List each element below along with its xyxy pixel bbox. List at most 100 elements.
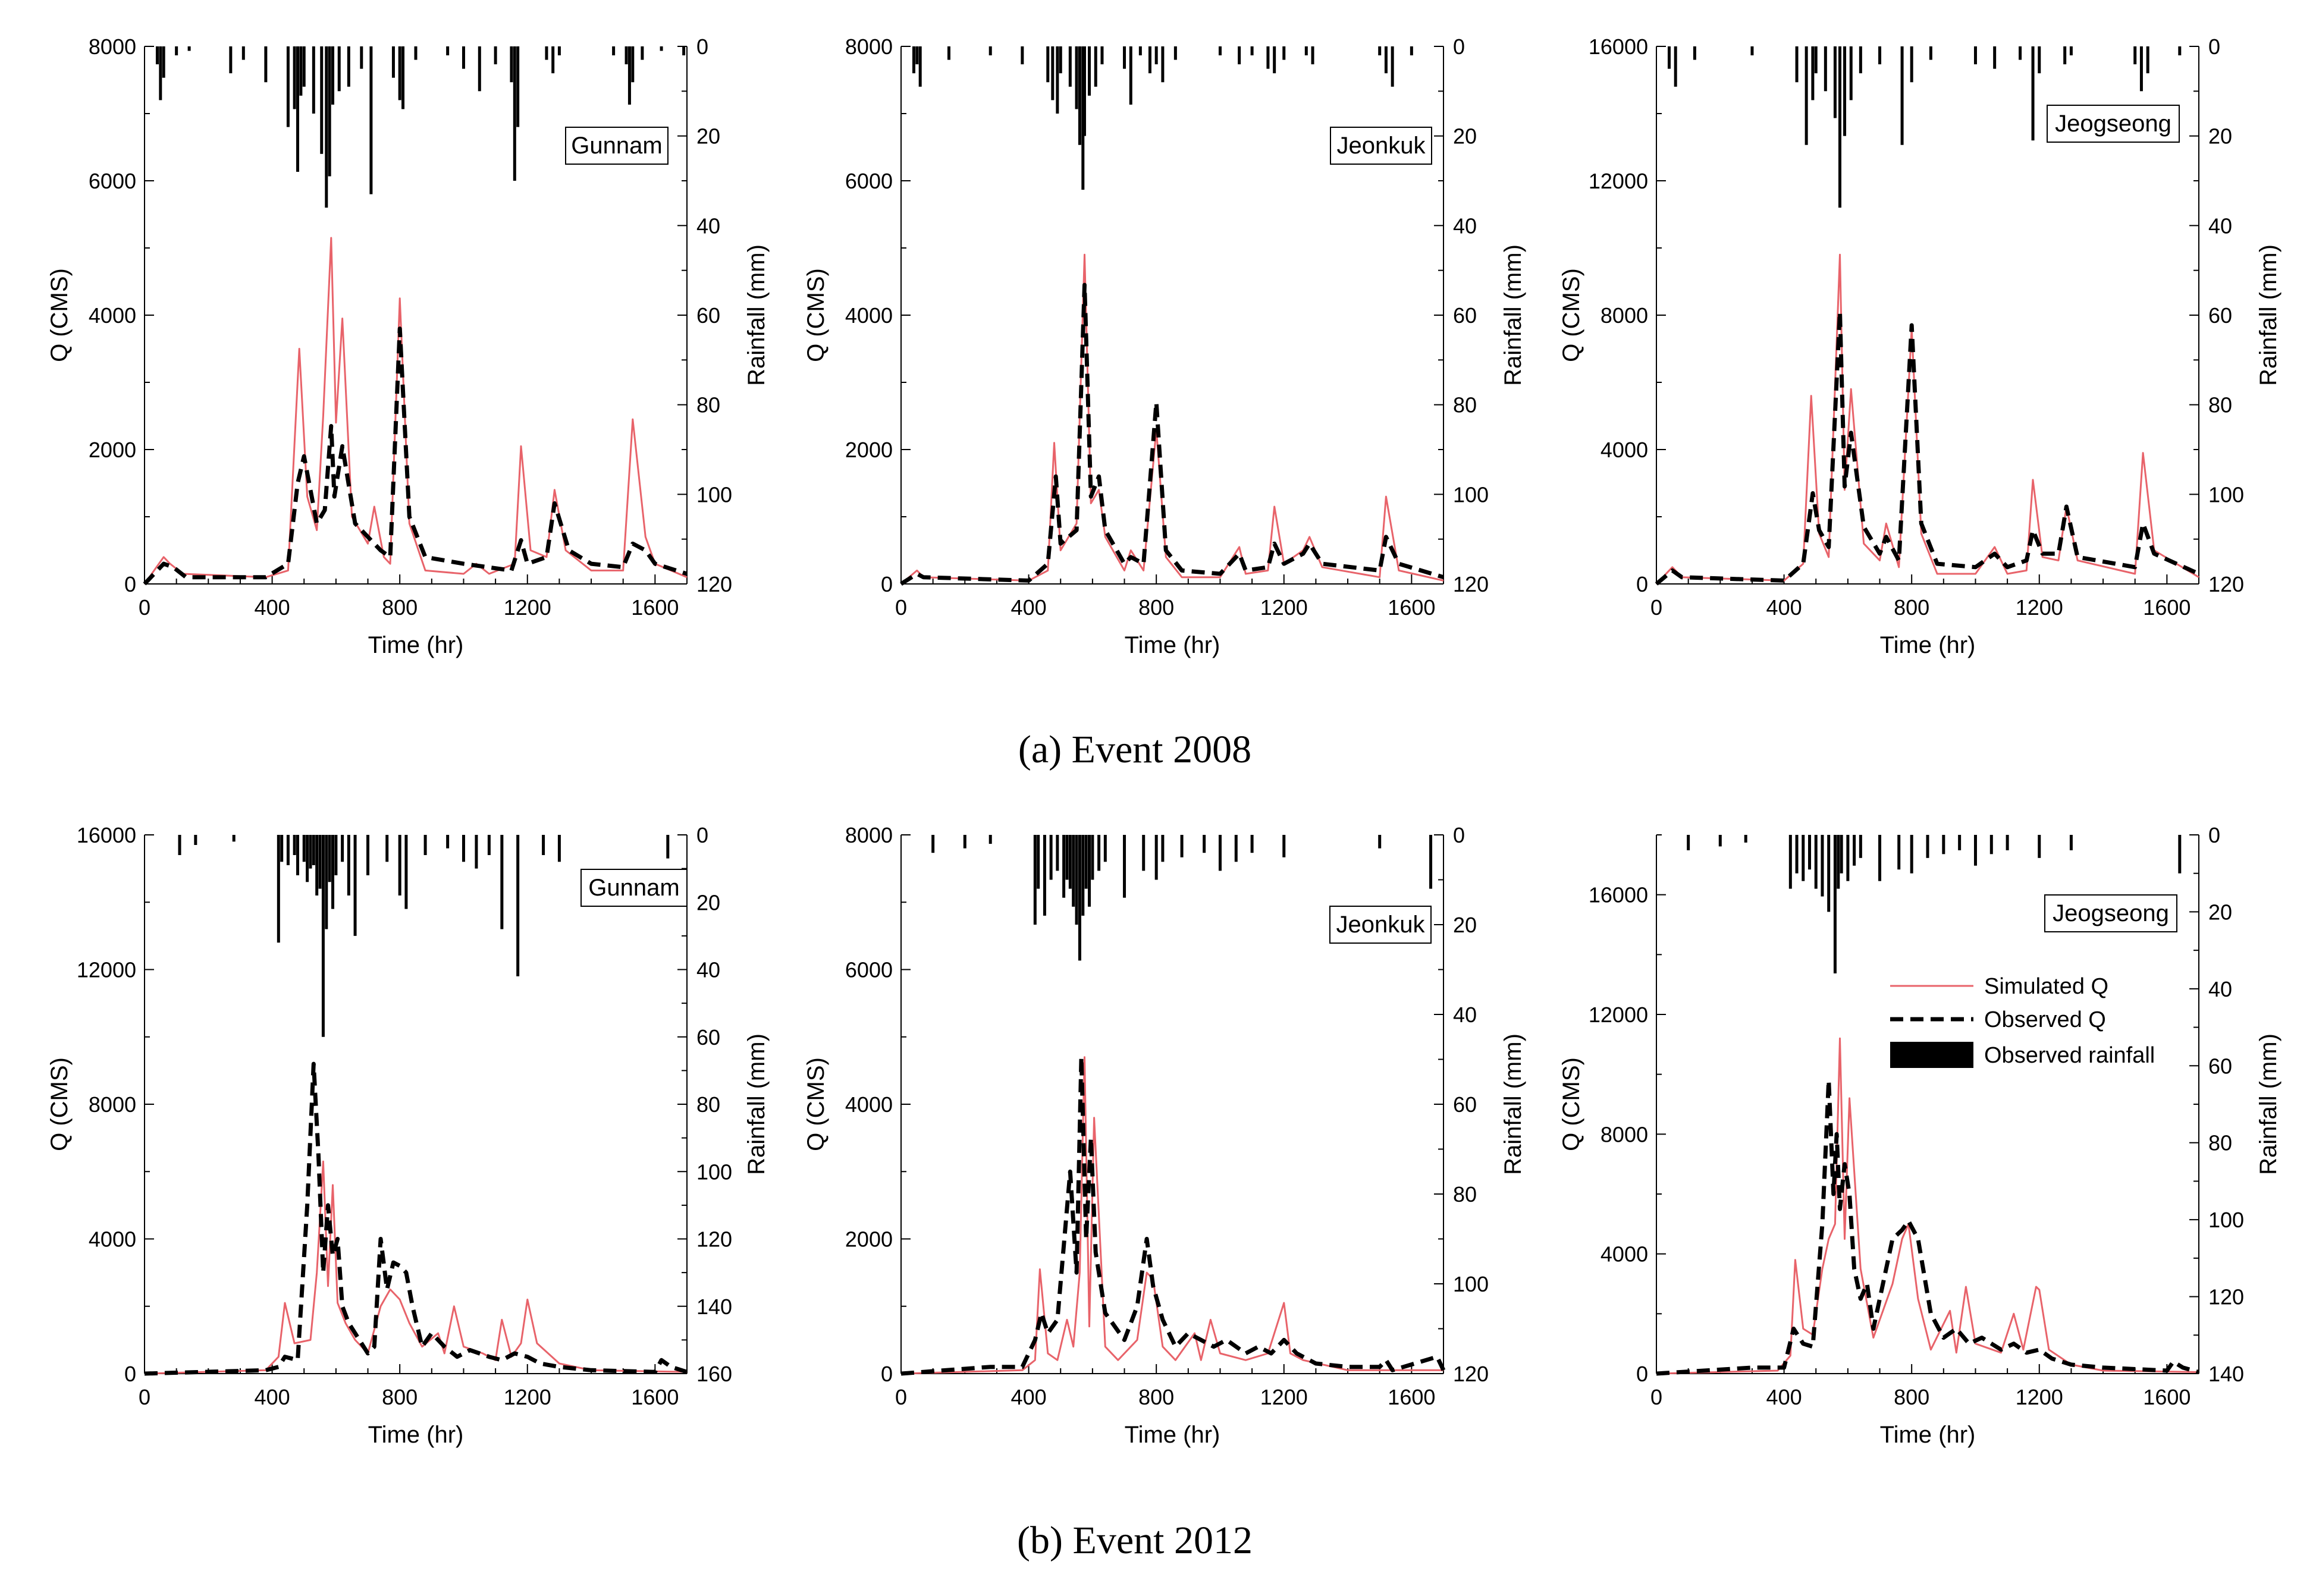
x-tick-label: 0 <box>139 595 150 620</box>
x-tick-label: 1600 <box>631 595 679 620</box>
y-tick-label: 0 <box>881 572 893 596</box>
x-axis-label: Time (hr) <box>368 632 464 658</box>
y-tick-label: 2000 <box>845 1227 893 1252</box>
y2-tick-label: 20 <box>1453 124 1477 149</box>
y2-tick-label: 60 <box>696 303 720 328</box>
rainfall-bar <box>414 46 418 60</box>
x-tick-label: 800 <box>382 595 418 620</box>
rainfall-bar <box>187 46 191 51</box>
rainfall-bar <box>1989 835 1993 854</box>
rainfall-bar <box>1410 46 1413 56</box>
rainfall-bar <box>1788 835 1792 889</box>
rainfall-bar <box>404 835 408 909</box>
rainfall-bar <box>398 835 401 896</box>
rainfall-bar <box>302 46 306 87</box>
rainfall-bar <box>1693 46 1696 60</box>
rainfall-bar <box>1853 835 1856 866</box>
rainfall-bar <box>286 835 290 865</box>
rainfall-bar <box>229 46 233 74</box>
rainfall-bar <box>1161 46 1165 83</box>
rainfall-bar <box>1859 835 1862 858</box>
y2-tick-label: 0 <box>696 34 708 59</box>
y2-tick-label: 20 <box>2208 900 2232 924</box>
rainfall-bar <box>328 835 331 882</box>
rainfall-bar <box>2038 835 2041 858</box>
rainfall-bar <box>2006 835 2009 850</box>
rainfall-bar <box>1059 46 1062 74</box>
rainfall-bar <box>341 835 344 862</box>
rainfall-bar <box>1973 835 1977 866</box>
station-label: Jeonkuk <box>1337 133 1426 159</box>
x-tick-label: 0 <box>1650 1385 1662 1409</box>
y-axis-label: Q (CMS) <box>46 1057 73 1151</box>
x-tick-label: 800 <box>1138 595 1174 620</box>
rainfall-bar <box>1037 835 1040 889</box>
rainfall-bar <box>1154 46 1158 65</box>
x-tick-label: 1600 <box>2143 1385 2191 1409</box>
y-tick-label: 0 <box>124 572 136 596</box>
rainfall-bar <box>296 46 300 172</box>
rainfall-bar <box>1056 835 1059 871</box>
rainfall-bar <box>1821 835 1824 897</box>
rainfall-bar <box>494 46 497 65</box>
y-tick-label: 4000 <box>1601 438 1648 462</box>
observed-q-line <box>144 1061 688 1376</box>
rainfall-bar <box>369 46 373 194</box>
rainfall-bar <box>627 46 631 105</box>
rainfall-bar <box>1084 835 1088 889</box>
y2-tick-label: 160 <box>696 1362 732 1386</box>
y2-tick-label: 20 <box>696 890 720 915</box>
simulated-q-line <box>900 1056 1443 1375</box>
rainfall-bar <box>1091 835 1094 880</box>
rainfall-bar <box>1849 46 1853 100</box>
rainfall-bar <box>175 46 178 56</box>
x-tick-label: 400 <box>255 595 290 620</box>
y2-tick-label: 120 <box>2208 572 2244 596</box>
rainfall-bar <box>1750 46 1754 56</box>
rainfall-bar <box>666 835 670 859</box>
rainfall-bar <box>1929 46 1932 60</box>
rainfall-bar <box>988 46 992 56</box>
y2-tick-label: 100 <box>696 1160 732 1184</box>
legend-rainfall-label: Observed rainfall <box>1984 1043 2155 1068</box>
rainfall-bar <box>1958 835 1962 850</box>
rainfall-bar <box>1234 835 1238 862</box>
rainfall-bar <box>1926 835 1929 858</box>
rainfall-bar <box>178 835 181 855</box>
y2-axis-label: Rainfall (mm) <box>743 244 770 386</box>
rainfall-bar <box>325 835 328 929</box>
x-tick-label: 1600 <box>2143 595 2191 620</box>
rainfall-bar <box>1805 46 1808 145</box>
y-tick-label: 8000 <box>1601 1122 1648 1146</box>
y-axis-label: Q (CMS) <box>1558 268 1584 362</box>
station-label: Gunnam <box>588 875 679 901</box>
rainfall-bar <box>312 835 315 865</box>
y-tick-label: 16000 <box>77 823 136 847</box>
legend-observed-label: Observed Q <box>1984 1007 2106 1032</box>
rainfall-bar <box>1384 46 1388 74</box>
rainfall-bar <box>391 46 395 78</box>
rainfall-bar <box>462 835 465 862</box>
y2-tick-label: 40 <box>696 958 720 982</box>
rainfall-bar <box>2146 46 2149 74</box>
y-tick-label: 4000 <box>89 303 136 328</box>
rainfall-bar <box>931 835 935 853</box>
rainfall-bar <box>1824 46 1827 92</box>
rainfall-bar <box>1378 835 1382 849</box>
y2-tick-label: 100 <box>2208 1208 2244 1232</box>
x-tick-label: 400 <box>255 1385 290 1409</box>
rainfall-bar <box>624 46 628 65</box>
rainfall-bar <box>1082 46 1086 136</box>
y-tick-label: 12000 <box>1589 1003 1648 1027</box>
caption-event-2012: (b) Event 2012 <box>1017 1519 1253 1562</box>
rainfall-bar <box>321 835 325 1037</box>
y-tick-label: 6000 <box>845 958 893 982</box>
rainfall-bar <box>334 835 338 875</box>
rainfall-bar <box>631 46 635 83</box>
rainfall-bar <box>1068 835 1072 889</box>
rainfall-bar <box>162 46 165 78</box>
rainfall-bar <box>1250 835 1254 853</box>
rainfall-bar <box>1429 835 1433 889</box>
x-tick-label: 800 <box>1894 595 1929 620</box>
